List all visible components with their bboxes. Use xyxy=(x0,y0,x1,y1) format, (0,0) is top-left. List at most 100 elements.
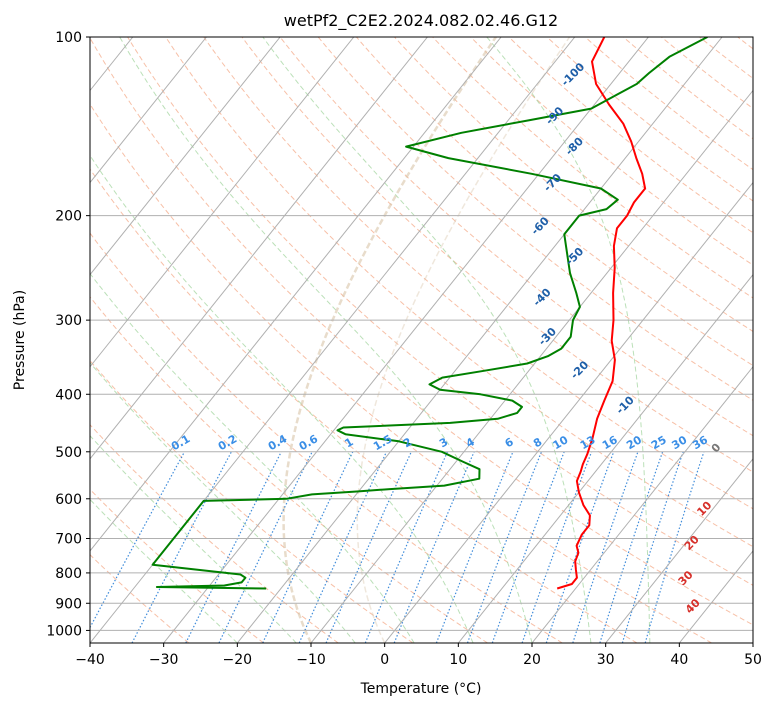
isotherm-line xyxy=(90,37,207,184)
y-tick-label: 800 xyxy=(55,566,82,582)
dry-adiabat-label: -100 xyxy=(559,60,588,89)
mixing-ratio-line xyxy=(572,451,639,643)
isotherm-line xyxy=(90,37,281,276)
isotherm-line xyxy=(0,37,59,643)
dry-adiabat-label: 40 xyxy=(683,596,703,616)
x-tick-label: 50 xyxy=(744,652,762,668)
moist-adiabat-line xyxy=(90,498,238,643)
dry-adiabat-line xyxy=(90,554,190,643)
dry-adiabat-label: -30 xyxy=(536,325,559,348)
axes: −40 −30 −20 −10 0 10 20 30 40 5010020030040050060… xyxy=(46,30,762,668)
isotherm-line xyxy=(236,37,723,643)
y-tick-label: 900 xyxy=(55,596,82,612)
dry-adiabat-line xyxy=(317,37,753,401)
dry-adiabat-label: 10 xyxy=(694,498,714,518)
dry-adiabat-line xyxy=(546,37,753,202)
mixing-ratio-line xyxy=(393,451,475,643)
isotherm-line xyxy=(90,37,428,460)
x-axis-label: Temperature (°C) xyxy=(360,681,482,697)
temperature-line xyxy=(556,37,647,590)
x-tick-label: 20 xyxy=(523,652,541,668)
background-curve xyxy=(282,37,497,643)
mixing-ratio-label: 25 xyxy=(649,433,669,452)
x-tick-label: −30 xyxy=(149,652,179,668)
chart-title: wetPf2_C2E2.2024.082.02.46.G12 xyxy=(284,11,558,31)
y-tick-label: 100 xyxy=(55,30,82,46)
x-tick-label: 0 xyxy=(380,652,389,668)
mixing-ratio-label: 0.6 xyxy=(297,432,321,453)
moist-adiabat-line xyxy=(486,37,651,643)
dry-adiabat-line xyxy=(90,423,339,643)
isotherm-line xyxy=(90,37,355,368)
dry-adiabat-line xyxy=(394,37,753,333)
dry-adiabat-line xyxy=(127,37,753,586)
y-axis-label: Pressure (hPa) xyxy=(12,290,28,390)
dry-adiabat-label: 30 xyxy=(676,568,696,588)
mixing-ratio-label: 2 xyxy=(401,435,414,450)
dry-adiabat-label: -20 xyxy=(568,358,591,381)
isotherm-line xyxy=(678,550,753,643)
x-tick-label: −20 xyxy=(223,652,253,668)
dry-adiabat-label: 20 xyxy=(682,533,702,553)
mixing-ratio-line xyxy=(131,451,232,643)
mixing-ratio-line xyxy=(545,451,615,643)
dry-adiabat-line xyxy=(90,232,563,643)
y-tick-label: 500 xyxy=(55,445,82,461)
dewpoint-line xyxy=(151,37,708,590)
dry-adiabat-line xyxy=(356,37,753,367)
dry-adiabat-label: -60 xyxy=(529,214,552,237)
y-tick-label: 600 xyxy=(55,492,82,508)
dry-adiabat-line xyxy=(737,37,753,50)
dry-adiabat-line xyxy=(699,37,753,79)
dry-adiabat-line xyxy=(90,103,712,643)
isotherm-line xyxy=(605,458,753,643)
mixing-ratio-line xyxy=(435,451,514,643)
dry-adiabat-line xyxy=(203,37,753,510)
mixing-ratio-label: 0.2 xyxy=(216,432,239,453)
dry-adiabat-line xyxy=(90,37,753,626)
mixing-ratio-label: 0.1 xyxy=(169,432,192,453)
dry-adiabat-label: -90 xyxy=(543,104,566,127)
y-tick-label: 400 xyxy=(55,387,82,403)
mixing-ratio-line xyxy=(90,451,186,629)
isotherm-line xyxy=(90,37,502,552)
background-lines xyxy=(0,37,753,643)
mixing-ratio-line xyxy=(262,451,354,643)
dry-adiabat-label: -40 xyxy=(530,285,553,308)
x-tick-label: −40 xyxy=(75,652,105,668)
dry-adiabat-line xyxy=(279,37,753,437)
isotherm-line xyxy=(384,181,753,643)
mixing-ratio-label: 3 xyxy=(437,435,450,450)
dry-adiabat-line xyxy=(90,296,488,643)
mixing-ratio-line xyxy=(521,451,593,643)
y-tick-label: 300 xyxy=(55,313,82,329)
plot-frame xyxy=(89,36,754,644)
moist-adiabat-line xyxy=(119,37,533,643)
x-tick-label: 40 xyxy=(670,652,688,668)
x-tick-label: −10 xyxy=(296,652,326,668)
dry-adiabat-label: -70 xyxy=(541,171,564,194)
dry-adiabat-line xyxy=(90,359,414,643)
mixing-ratio-line xyxy=(466,451,543,643)
mixing-ratio-label: 6 xyxy=(503,435,516,450)
dry-adiabat-line xyxy=(584,37,753,171)
x-tick-label: 30 xyxy=(597,652,615,668)
y-tick-label: 200 xyxy=(55,209,82,225)
x-tick-label: 10 xyxy=(449,652,467,668)
moist-adiabat-line xyxy=(90,361,356,643)
moist-adiabat-line xyxy=(262,37,592,643)
mixing-ratio-label: 20 xyxy=(624,433,644,452)
isotherm-line xyxy=(310,89,753,643)
mixing-ratio-label: 10 xyxy=(551,433,571,452)
y-tick-label: 700 xyxy=(55,532,82,548)
isotherm-line xyxy=(457,273,753,643)
dry-adiabat-label: -80 xyxy=(563,135,586,158)
dry-adiabat-line xyxy=(470,37,753,266)
mixing-ratio-label: 1.5 xyxy=(371,432,394,453)
isotherm-line xyxy=(163,37,649,643)
isotherm-line xyxy=(531,365,753,643)
mixing-ratio-line xyxy=(599,451,664,643)
dry-adiabat-line xyxy=(90,168,638,643)
mixing-ratio-line xyxy=(298,451,388,643)
dry-adiabat-line xyxy=(165,37,753,548)
